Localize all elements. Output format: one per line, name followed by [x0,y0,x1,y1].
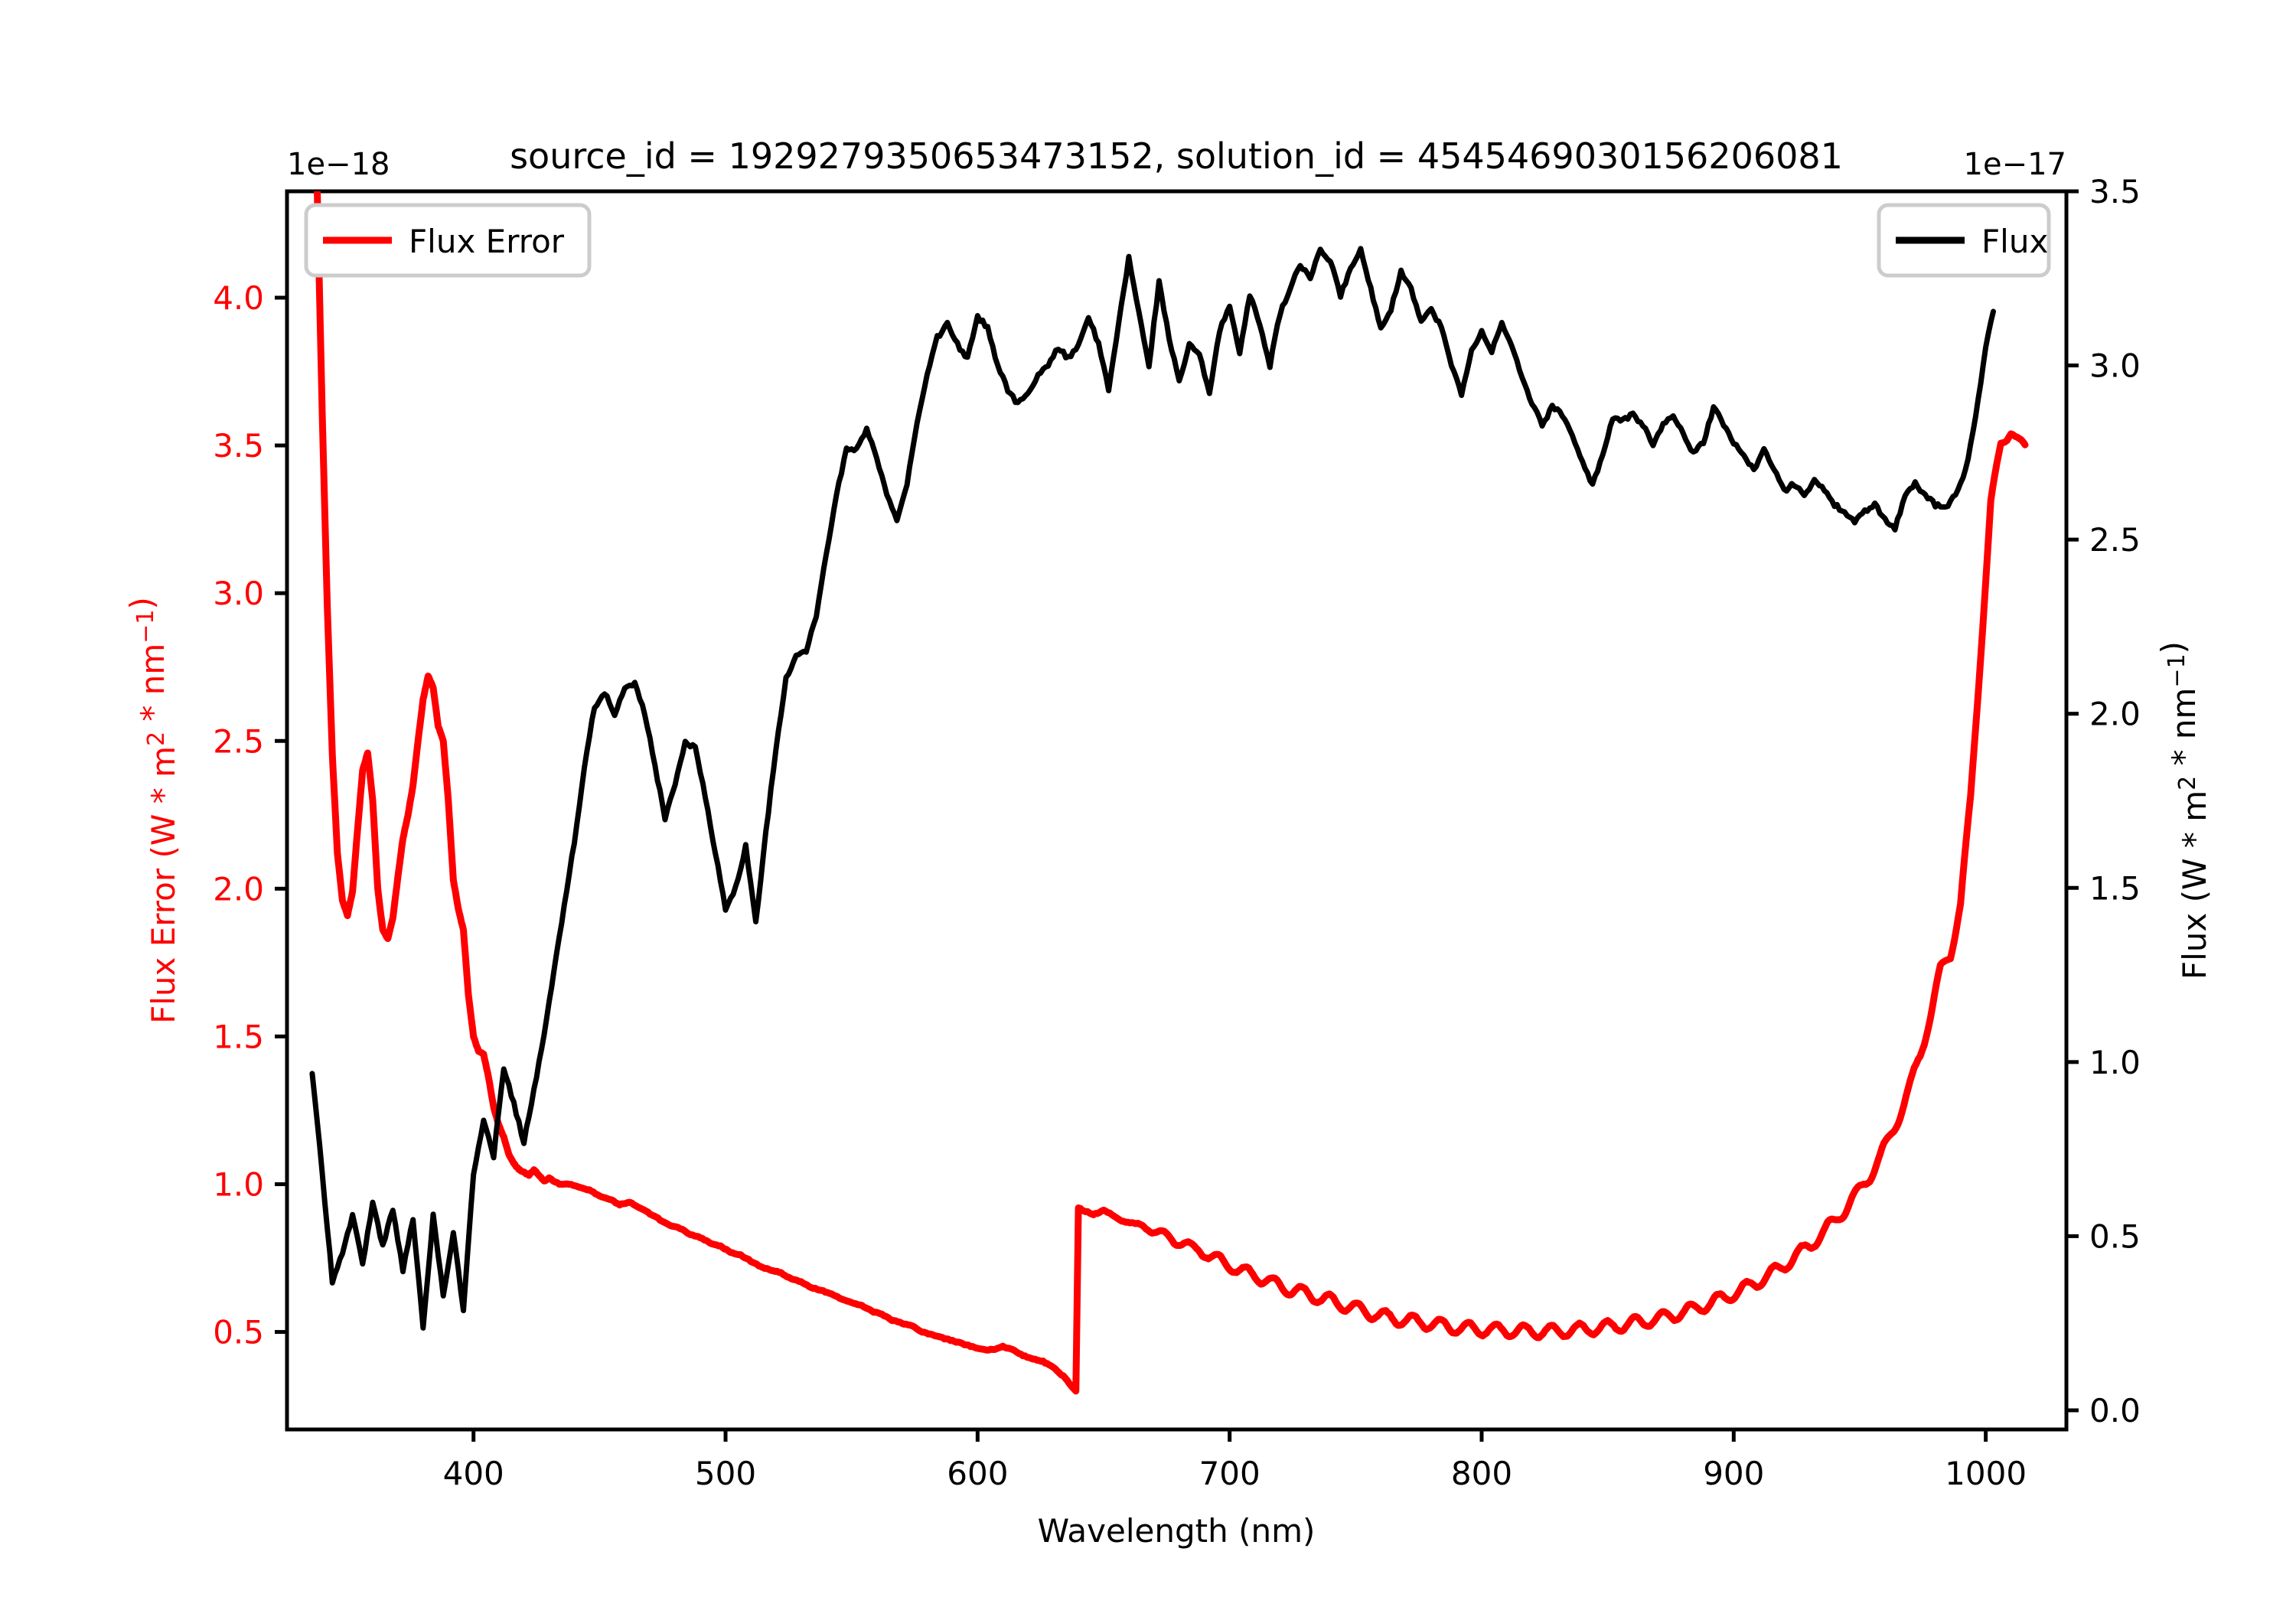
x-tick-label: 500 [695,1455,756,1492]
right-tick-label: 0.0 [2089,1392,2141,1429]
right-tick-label: 2.5 [2089,521,2141,559]
legend-left-label: Flux Error [409,223,565,260]
right-axis-ticks: 0.0 0.5 1.0 1.5 2.0 2.5 3.0 3.5 [2066,173,2141,1429]
left-tick-label: 2.5 [213,722,264,760]
x-tick-label: 900 [1703,1455,1764,1492]
left-y-axis-label: Flux Error (W * m2 * nm−1) [123,597,182,1024]
x-tick-label: 600 [947,1455,1008,1492]
left-tick-label: 2.0 [213,870,264,908]
flux-curve [309,246,1996,1331]
left-axis-ticks: 0.5 1.0 1.5 2.0 2.5 3.0 3.5 4.0 [213,279,287,1351]
left-axis-offset-label: 1e−18 [287,147,390,182]
left-tick-label: 3.0 [213,575,264,612]
page-title: source_id = 1929279350653473152, solutio… [510,135,1843,177]
right-axis-offset-label: 1e−17 [1964,147,2066,182]
flux-error-curve [314,191,2029,1395]
x-axis-ticks: 400 500 600 700 800 900 1000 [443,1429,2027,1492]
x-tick-label: 400 [443,1455,504,1492]
data-curves [309,191,2029,1395]
left-tick-label: 0.5 [213,1314,264,1351]
x-tick-label: 700 [1199,1455,1261,1492]
right-tick-label: 1.0 [2089,1044,2141,1081]
right-tick-label: 3.5 [2089,173,2141,210]
right-tick-label: 1.5 [2089,869,2141,907]
left-tick-label: 4.0 [213,279,264,317]
right-tick-label: 3.0 [2089,347,2141,385]
right-y-axis-label: Flux (W * m2 * nm−1) [2154,641,2213,980]
legend-right-label: Flux [1981,223,2048,260]
left-tick-label: 3.5 [213,427,264,464]
x-axis-label: Wavelength (nm) [1038,1512,1316,1550]
legend-flux[interactable]: Flux [1877,203,2051,278]
left-tick-label: 1.0 [213,1165,264,1203]
right-tick-label: 2.0 [2089,696,2141,733]
x-tick-label: 800 [1451,1455,1512,1492]
legend-flux-error[interactable]: Flux Error [304,203,592,278]
right-tick-label: 0.5 [2089,1217,2141,1255]
legend-left-box [304,203,592,278]
plot-frame [285,189,2069,1432]
left-tick-label: 1.5 [213,1018,264,1055]
x-tick-label: 1000 [1945,1455,2027,1492]
